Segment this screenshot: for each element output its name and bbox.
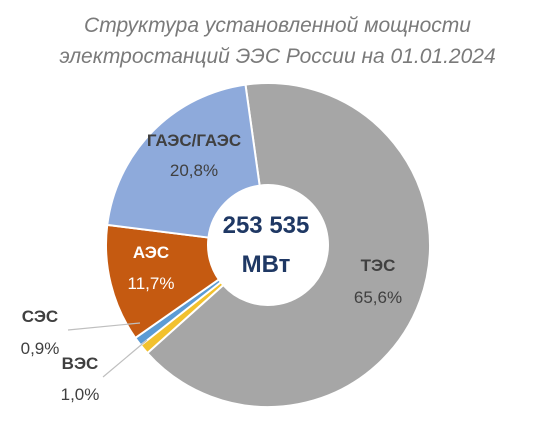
slice-value-ses: 0,9%	[21, 339, 60, 358]
leader-line-ses	[67, 322, 141, 331]
chart-title-line-2: электростанций ЭЭС России на 01.01.2024	[59, 45, 496, 68]
center-value: 253 535	[223, 212, 310, 239]
slice-value-ges: 20,8%	[170, 161, 218, 180]
slice-aes	[105, 223, 221, 340]
chart-title: Структура установленной мощности электро…	[0, 10, 555, 72]
center-unit: МВт	[242, 251, 291, 278]
slice-tes	[145, 82, 431, 408]
slice-name-aes: АЭС	[133, 243, 169, 262]
slice-ges	[106, 83, 261, 239]
slice-name-ves: ВЭС	[62, 354, 99, 373]
slice-value-tes: 65,6%	[354, 288, 402, 307]
slice-value-aes: 11,7%	[128, 274, 175, 293]
slice-value-ves: 1,0%	[61, 385, 100, 404]
slice-name-tes: ТЭС	[361, 256, 396, 275]
leader-line-ves	[102, 339, 148, 378]
chart-title-line-1: Структура установленной мощности	[84, 14, 471, 37]
slice-name-ses: СЭС	[22, 307, 58, 326]
slice-name-ges: ГАЭС/ГАЭС	[147, 131, 241, 150]
donut-slices	[105, 82, 431, 408]
